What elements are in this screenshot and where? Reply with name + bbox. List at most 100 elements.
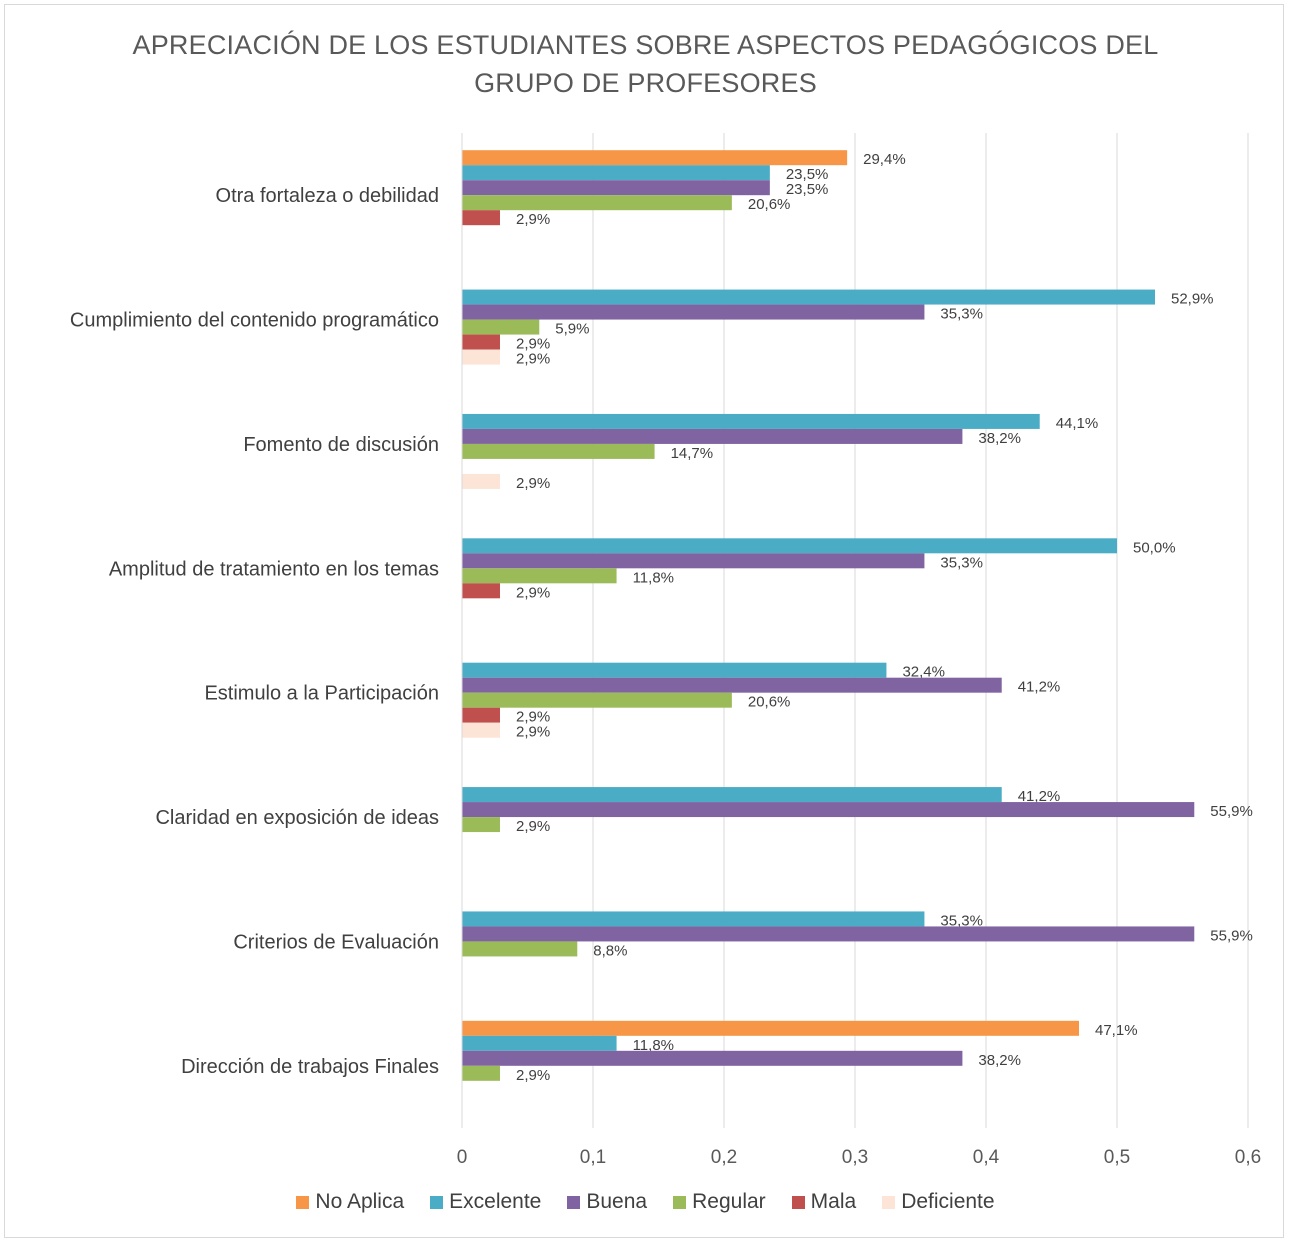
bar-mala <box>462 334 500 350</box>
bar-regular <box>462 319 540 335</box>
data-label: 23,5% <box>786 166 829 183</box>
data-label: 2,9% <box>516 351 550 368</box>
legend-label: Mala <box>810 1190 857 1213</box>
bar-excelente <box>462 413 1040 429</box>
data-label: 2,9% <box>516 818 550 835</box>
legend-swatch <box>791 1195 805 1209</box>
x-tick-label: 0,2 <box>711 1147 737 1168</box>
legend-swatch <box>296 1195 310 1209</box>
bar-deficiente <box>462 473 500 489</box>
data-label: 2,9% <box>516 584 550 601</box>
bar-no-aplica <box>462 1020 1080 1036</box>
data-label: 2,9% <box>516 1067 550 1084</box>
data-label: 11,8% <box>633 1037 674 1054</box>
data-label: 38,2% <box>978 1052 1021 1069</box>
bar-buena <box>462 1050 963 1066</box>
category-label: Claridad en exposición de ideas <box>155 807 439 829</box>
data-label: 2,9% <box>516 724 550 741</box>
bar-buena <box>462 553 925 569</box>
category-label: Otra fortaleza o debilidad <box>216 185 439 207</box>
bar-buena <box>462 428 963 444</box>
bar-excelente <box>462 787 1002 803</box>
bar-buena <box>462 180 770 196</box>
chart-frame <box>4 4 1284 1238</box>
data-label: 35,3% <box>940 554 983 571</box>
data-label: 35,3% <box>940 306 983 323</box>
bar-deficiente <box>462 349 500 365</box>
bar-mala <box>462 583 500 599</box>
legend-item: Excelente <box>430 1190 541 1214</box>
data-label: 2,9% <box>516 211 550 228</box>
data-label: 38,2% <box>978 430 1021 447</box>
data-label: 41,2% <box>1018 788 1061 805</box>
bar-excelente <box>462 1035 617 1051</box>
data-label: 32,4% <box>902 664 945 681</box>
bar-deficiente <box>462 722 500 738</box>
x-tick-label: 0,5 <box>1104 1147 1130 1168</box>
bar-regular <box>462 817 500 833</box>
bar-excelente <box>462 165 770 181</box>
bar-mala <box>462 210 500 226</box>
data-label: 29,4% <box>863 151 906 168</box>
bar-buena <box>462 304 925 320</box>
legend-swatch <box>430 1195 444 1209</box>
category-label: Cumplimiento del contenido programático <box>70 310 439 332</box>
category-label: Dirección de trabajos Finales <box>181 1056 439 1078</box>
data-label: 23,5% <box>786 181 829 198</box>
data-label: 47,1% <box>1095 1022 1138 1039</box>
legend-label: Deficiente <box>901 1190 995 1213</box>
x-tick-label: 0 <box>457 1147 468 1168</box>
legend-swatch <box>567 1195 581 1209</box>
bar-excelente <box>462 662 887 678</box>
legend-item: No Aplica <box>296 1190 404 1214</box>
data-label: 35,3% <box>940 912 983 929</box>
category-label: Amplitud de tratamiento en los temas <box>109 558 439 580</box>
legend-label: No Aplica <box>315 1190 405 1213</box>
bar-buena <box>462 926 1195 942</box>
legend-label: Excelente <box>449 1190 542 1213</box>
bar-excelente <box>462 289 1155 305</box>
bar-regular <box>462 941 578 957</box>
legend-item: Deficiente <box>882 1190 995 1214</box>
data-label: 5,9% <box>555 321 589 338</box>
bar-regular <box>462 1065 500 1081</box>
chart-title-line2: GRUPO DE PROFESORES <box>474 68 817 98</box>
bar-no-aplica <box>462 150 848 166</box>
data-label: 52,9% <box>1171 291 1214 308</box>
legend-swatch <box>882 1195 896 1209</box>
data-label: 55,9% <box>1210 927 1253 944</box>
bar-regular <box>462 443 655 459</box>
legend: No Aplica Excelente Buena Regular Mala Defici… <box>0 1190 1291 1214</box>
data-label: 44,1% <box>1056 415 1099 432</box>
bar-regular <box>462 568 617 584</box>
bar-buena <box>462 802 1195 818</box>
x-tick-label: 0,1 <box>580 1147 606 1168</box>
x-tick-label: 0,6 <box>1235 1147 1261 1168</box>
data-label: 20,6% <box>748 196 791 213</box>
data-label: 20,6% <box>748 694 791 711</box>
bar-mala <box>462 707 500 723</box>
category-label: Fomento de discusión <box>243 434 439 456</box>
chart-title-line1: APRECIACIÓN DE LOS ESTUDIANTES SOBRE ASP… <box>132 30 1159 60</box>
legend-label: Regular <box>692 1190 766 1213</box>
bar-buena <box>462 677 1002 693</box>
bar-regular <box>462 195 732 211</box>
data-label: 50,0% <box>1133 539 1176 556</box>
data-label: 8,8% <box>593 942 627 959</box>
legend-item: Mala <box>791 1190 857 1214</box>
data-label: 2,9% <box>516 709 550 726</box>
x-tick-label: 0,3 <box>842 1147 868 1168</box>
data-label: 14,7% <box>671 445 714 462</box>
x-tick-label: 0,4 <box>973 1147 1000 1168</box>
bar-regular <box>462 692 732 708</box>
data-label: 55,9% <box>1210 803 1253 820</box>
bar-excelente <box>462 538 1117 554</box>
category-label: Estimulo a la Participación <box>204 683 439 705</box>
legend-item: Buena <box>567 1190 647 1214</box>
bar-excelente <box>462 911 925 927</box>
data-label: 11,8% <box>633 569 674 586</box>
legend-swatch <box>673 1195 687 1209</box>
data-label: 41,2% <box>1018 679 1061 696</box>
